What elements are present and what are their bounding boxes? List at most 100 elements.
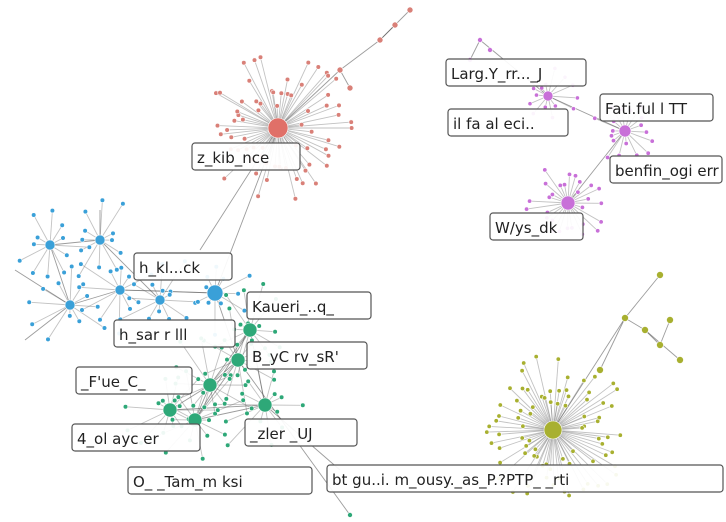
graph-node[interactable]: [241, 60, 247, 66]
graph-node[interactable]: [309, 129, 315, 135]
graph-node[interactable]: [96, 264, 102, 271]
graph-node[interactable]: [245, 378, 251, 385]
graph-node[interactable]: [149, 282, 155, 288]
graph-node[interactable]: [496, 413, 502, 419]
graph-node[interactable]: [284, 76, 291, 83]
hub-node-wys[interactable]: [560, 195, 576, 211]
graph-node[interactable]: [292, 196, 299, 202]
graph-node[interactable]: [325, 73, 331, 79]
graph-node[interactable]: [304, 145, 310, 151]
hub-node-green[interactable]: [202, 377, 218, 393]
graph-node[interactable]: [223, 292, 229, 298]
graph-node[interactable]: [623, 141, 629, 147]
graph-node[interactable]: [306, 162, 313, 168]
graph-node[interactable]: [97, 317, 103, 323]
graph-node[interactable]: [160, 288, 166, 294]
graph-node[interactable]: [67, 313, 73, 319]
graph-node[interactable]: [203, 284, 209, 290]
graph-node[interactable]: [255, 107, 262, 113]
graph-node[interactable]: [519, 385, 525, 391]
graph-node[interactable]: [256, 323, 262, 329]
graph-node[interactable]: [592, 115, 598, 121]
graph-node[interactable]: [302, 168, 309, 174]
graph-node[interactable]: [525, 387, 531, 393]
graph-node[interactable]: [487, 47, 493, 53]
graph-node[interactable]: [190, 403, 196, 409]
hub-node-zuckibonce[interactable]: [267, 117, 289, 139]
graph-node[interactable]: [218, 131, 224, 137]
graph-node[interactable]: [204, 433, 210, 439]
graph-node[interactable]: [600, 400, 606, 406]
graph-node[interactable]: [595, 418, 601, 424]
graph-node[interactable]: [598, 200, 604, 206]
graph-node[interactable]: [195, 376, 201, 382]
graph-node[interactable]: [76, 284, 82, 290]
graph-node[interactable]: [531, 453, 537, 459]
graph-node[interactable]: [561, 182, 567, 188]
graph-node[interactable]: [82, 228, 88, 234]
graph-node[interactable]: [45, 336, 51, 343]
graph-node[interactable]: [135, 299, 141, 305]
graph-node[interactable]: [579, 425, 585, 431]
graph-node[interactable]: [242, 382, 249, 388]
graph-node[interactable]: [221, 175, 227, 182]
graph-node[interactable]: [200, 456, 206, 462]
graph-node[interactable]: [599, 441, 605, 447]
graph-node[interactable]: [272, 391, 278, 397]
hub-node-green[interactable]: [230, 352, 246, 368]
graph-node[interactable]: [609, 403, 615, 409]
graph-node[interactable]: [76, 273, 82, 279]
graph-node[interactable]: [313, 180, 319, 187]
graph-node[interactable]: [241, 287, 247, 293]
graph-node[interactable]: [519, 368, 525, 374]
graph-node[interactable]: [533, 354, 539, 360]
hub-node-fati[interactable]: [618, 124, 632, 138]
graph-node[interactable]: [621, 314, 629, 322]
graph-node[interactable]: [278, 90, 284, 96]
graph-node[interactable]: [300, 180, 306, 186]
graph-node[interactable]: [325, 137, 332, 143]
graph-node[interactable]: [325, 92, 331, 98]
graph-node[interactable]: [299, 82, 305, 88]
graph-node[interactable]: [34, 234, 41, 241]
graph-node[interactable]: [555, 401, 561, 407]
graph-node[interactable]: [553, 103, 558, 109]
graph-node[interactable]: [218, 300, 224, 307]
graph-node[interactable]: [270, 89, 276, 95]
graph-node[interactable]: [257, 54, 264, 60]
graph-node[interactable]: [69, 263, 75, 270]
graph-node[interactable]: [257, 100, 264, 107]
graph-node[interactable]: [264, 177, 270, 183]
graph-node[interactable]: [156, 308, 162, 315]
graph-node[interactable]: [167, 292, 173, 298]
node-label-otam[interactable]: O_ _Tam_m ksi: [127, 466, 313, 495]
graph-node[interactable]: [177, 403, 183, 409]
graph-node[interactable]: [155, 400, 162, 406]
graph-node[interactable]: [120, 201, 126, 207]
graph-node[interactable]: [336, 102, 342, 108]
graph-node[interactable]: [222, 401, 228, 407]
graph-node[interactable]: [222, 432, 228, 438]
node-label-kaderi[interactable]: Kaueri_..q_: [246, 291, 372, 320]
graph-node[interactable]: [255, 193, 261, 199]
graph-node[interactable]: [126, 274, 132, 280]
graph-node[interactable]: [325, 153, 332, 159]
graph-node[interactable]: [514, 398, 520, 404]
graph-node[interactable]: [596, 186, 602, 192]
graph-node[interactable]: [212, 411, 218, 417]
graph-node[interactable]: [532, 446, 538, 452]
graph-node[interactable]: [226, 305, 232, 312]
graph-node[interactable]: [17, 258, 23, 264]
graph-node[interactable]: [234, 342, 240, 348]
graph-node[interactable]: [539, 85, 545, 91]
graph-node[interactable]: [406, 6, 414, 14]
graph-node[interactable]: [79, 237, 85, 243]
graph-node[interactable]: [346, 84, 354, 92]
graph-node[interactable]: [274, 103, 280, 109]
graph-node[interactable]: [231, 118, 237, 124]
graph-node[interactable]: [249, 405, 255, 412]
graph-node[interactable]: [118, 265, 124, 271]
hub-node-larg-y[interactable]: [542, 90, 554, 102]
graph-node[interactable]: [79, 307, 85, 313]
graph-node[interactable]: [562, 403, 568, 409]
